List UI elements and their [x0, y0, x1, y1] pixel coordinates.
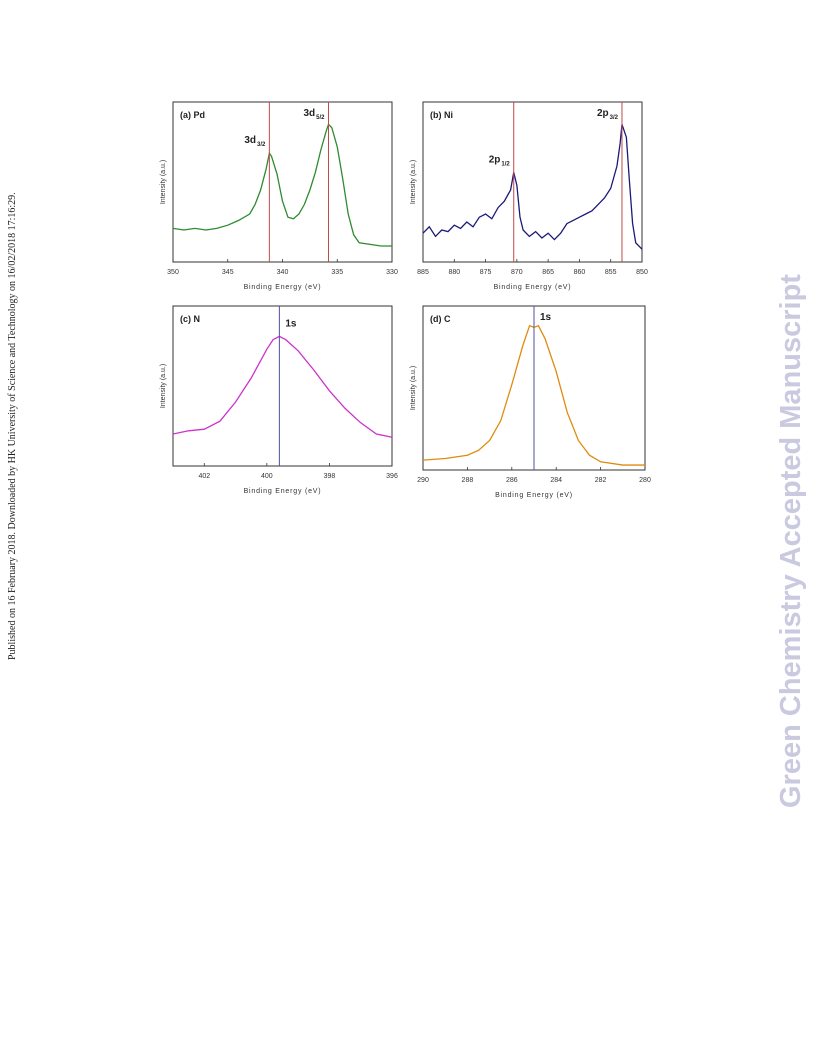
x-tick-label: 290 [417, 477, 429, 484]
chart-title: (b) Ni [430, 110, 453, 120]
x-tick-label: 875 [480, 269, 492, 276]
plot-frame [422, 101, 643, 263]
x-axis-label: Binding Energy (eV) [244, 488, 322, 495]
peak-label: 1s [285, 318, 297, 329]
peak-label: 3d [244, 135, 256, 146]
x-axis-label: Binding Energy (eV) [495, 492, 573, 499]
spectrum-line [172, 123, 392, 247]
x-tick-label: 870 [511, 269, 523, 276]
chart-title: (a) Pd [180, 110, 205, 120]
x-tick-label: 350 [167, 269, 179, 276]
peak-label: 2p [597, 108, 609, 119]
x-axis-label: Binding Energy (eV) [494, 284, 572, 291]
watermark: Green Chemistry Accepted Manuscript [775, 274, 807, 808]
x-tick-label: 288 [462, 477, 474, 484]
x-tick-label: 280 [639, 477, 651, 484]
y-axis-label: Intensity (a.u.) [160, 160, 167, 204]
peak-label-sub: 3/2 [610, 115, 619, 121]
x-tick-label: 396 [386, 473, 398, 480]
peak-label-sub: 1/2 [501, 161, 510, 167]
peak-label: 1s [540, 312, 552, 323]
y-axis-label: Intensity (a.u.) [410, 366, 417, 410]
side-note: Published on 16 February 2018. Downloade… [7, 192, 18, 660]
x-tick-label: 345 [222, 269, 234, 276]
x-tick-label: 402 [198, 473, 210, 480]
chart-title: (d) C [430, 314, 451, 324]
x-tick-label: 286 [506, 477, 518, 484]
peak-label: 3d [303, 108, 315, 119]
x-tick-label: 880 [448, 269, 460, 276]
plot-frame [172, 101, 393, 263]
spectrum-line [172, 335, 393, 438]
x-tick-label: 335 [331, 269, 343, 276]
plot-frame [172, 305, 393, 467]
spectrum-line [422, 124, 643, 250]
x-tick-label: 855 [605, 269, 617, 276]
x-tick-label: 330 [386, 269, 398, 276]
x-tick-label: 282 [595, 477, 607, 484]
peak-label-sub: 3/2 [257, 142, 266, 148]
x-tick-label: 284 [550, 477, 562, 484]
x-tick-label: 885 [417, 269, 429, 276]
peak-label: 2p [489, 154, 501, 165]
x-tick-label: 398 [324, 473, 336, 480]
x-tick-label: 865 [542, 269, 554, 276]
y-axis-label: Intensity (a.u.) [160, 364, 167, 408]
y-axis-label: Intensity (a.u.) [410, 160, 417, 204]
x-tick-label: 400 [261, 473, 273, 480]
x-tick-label: 860 [574, 269, 586, 276]
x-tick-label: 850 [636, 269, 648, 276]
x-axis-label: Binding Energy (eV) [244, 284, 322, 291]
x-tick-label: 340 [277, 269, 289, 276]
chart-title: (c) N [180, 314, 200, 324]
peak-label-sub: 5/2 [316, 115, 325, 121]
